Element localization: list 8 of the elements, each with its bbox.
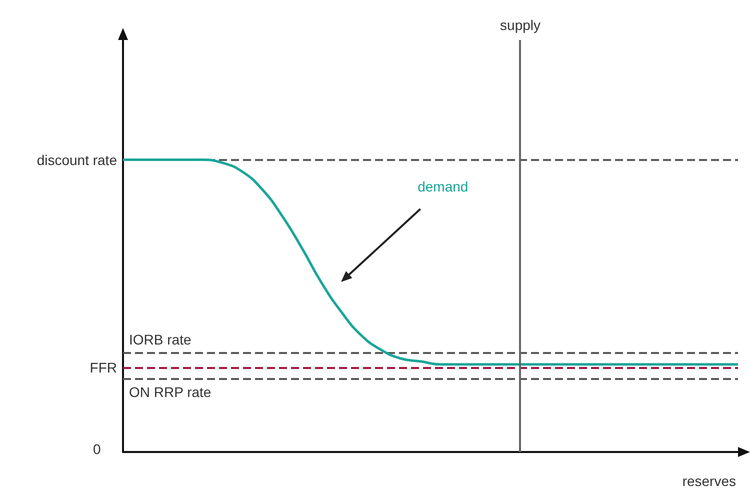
ref-line-label: ON RRP rate <box>129 384 212 400</box>
text: demand <box>418 178 468 194</box>
ref-line-label: IORB rate <box>129 332 192 348</box>
text: supply <box>500 17 541 33</box>
ref-line-label: discount rate <box>36 152 118 168</box>
x-axis-title: reserves <box>682 473 736 488</box>
ref-line-label: FFR <box>90 359 117 376</box>
text: 0 <box>93 441 101 457</box>
